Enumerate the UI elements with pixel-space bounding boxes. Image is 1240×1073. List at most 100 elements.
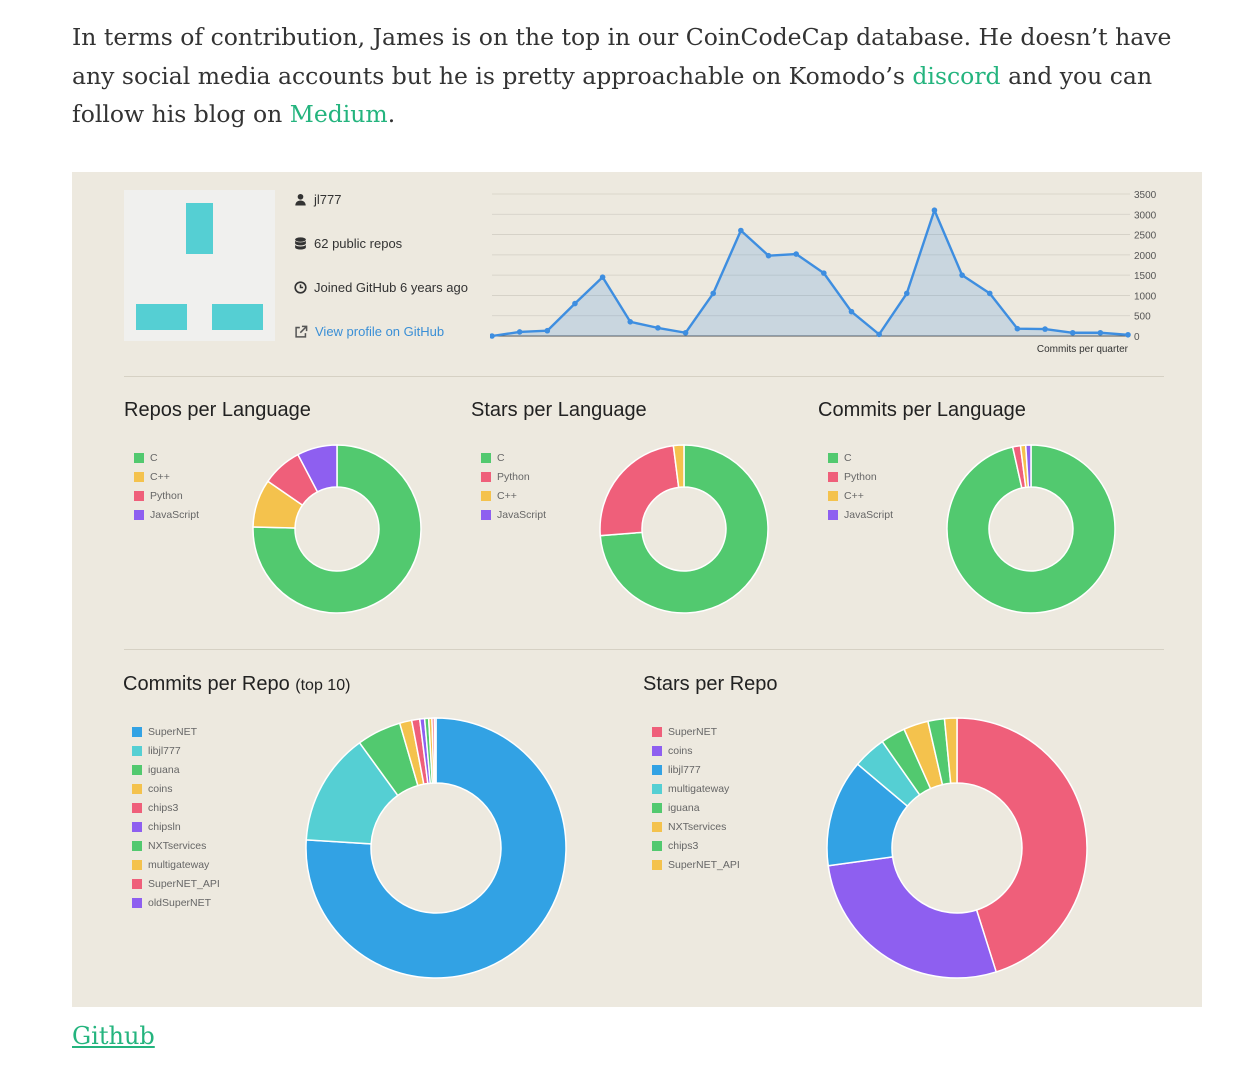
legend-item[interactable]: C++	[828, 486, 893, 505]
legend-swatch	[828, 471, 838, 482]
stars-per-language-donut	[599, 444, 769, 614]
legend-swatch	[132, 745, 142, 756]
legend-label: C	[497, 451, 505, 464]
commits-point	[738, 227, 744, 234]
commits-per-language-title: Commits per Language	[818, 399, 1026, 421]
legend-item[interactable]: JavaScript	[828, 505, 893, 524]
commits-point	[765, 252, 772, 259]
legend-item[interactable]: libjl777	[132, 741, 220, 760]
legend-item[interactable]: NXTservices	[132, 836, 220, 855]
legend-item[interactable]: SuperNET	[652, 722, 740, 741]
commits-per-repo-title-text: Commits per Repo	[123, 673, 290, 695]
legend-swatch	[481, 490, 491, 501]
legend-swatch	[652, 859, 662, 870]
legend-item[interactable]: JavaScript	[134, 505, 199, 524]
legend-label: chipsln	[148, 820, 181, 833]
legend-label: oldSuperNET	[148, 896, 212, 909]
legend-item[interactable]: Python	[828, 467, 893, 486]
legend-item[interactable]: C	[828, 448, 893, 467]
intro-paragraph: In terms of contribution, James is on th…	[72, 18, 1172, 134]
legend-item[interactable]: multigateway	[652, 779, 740, 798]
legend-item[interactable]: iguana	[132, 760, 220, 779]
medium-link[interactable]: Medium	[289, 100, 388, 128]
stars-per-repo-donut	[826, 717, 1088, 979]
discord-link[interactable]: discord	[912, 61, 1001, 90]
legend-item[interactable]: oldSuperNET	[132, 893, 220, 912]
legend-label: NXTservices	[668, 820, 727, 833]
external-link-icon	[295, 325, 308, 338]
legend-swatch	[132, 840, 142, 851]
legend-item[interactable]: iguana	[652, 798, 740, 817]
legend-item[interactable]: Python	[481, 467, 546, 486]
legend-label: coins	[668, 744, 693, 757]
legend-label: libjl777	[148, 744, 181, 757]
legend-label: JavaScript	[844, 508, 894, 521]
intro-text-3: .	[387, 100, 396, 128]
legend-label: chips3	[148, 801, 179, 814]
commits-point	[1069, 329, 1076, 336]
legend-swatch	[132, 764, 142, 775]
donut-slice-supernet-api	[943, 717, 958, 785]
view-profile-label: View profile on GitHub	[315, 324, 445, 339]
commits-per-language-donut	[946, 444, 1116, 614]
legend-swatch	[481, 452, 491, 463]
stars-per-repo-title: Stars per Repo	[643, 673, 778, 695]
section-divider	[124, 649, 1164, 650]
legend-label: C	[844, 451, 852, 464]
legend-item[interactable]: SuperNET_API	[132, 874, 220, 893]
donut-slice-c-	[672, 444, 685, 489]
y-tick-label: 2000	[1134, 251, 1157, 262]
legend-label: JavaScript	[497, 508, 547, 521]
github-caption-link[interactable]: Github	[72, 1022, 155, 1050]
view-profile-link[interactable]: View profile on GitHub	[294, 324, 444, 339]
identicon-block	[186, 203, 213, 254]
avatar	[124, 190, 275, 341]
commits-line	[491, 209, 1129, 338]
donut-slice-javascript	[1024, 444, 1032, 488]
legend-item[interactable]: coins	[132, 779, 220, 798]
legend-item[interactable]: SuperNET	[132, 722, 220, 741]
legend-item[interactable]: SuperNET_API	[652, 855, 740, 874]
legend-item[interactable]: coins	[652, 741, 740, 760]
legend-item[interactable]: Python	[134, 486, 199, 505]
commits-point	[986, 290, 993, 297]
commits-area	[492, 210, 1128, 336]
legend-item[interactable]: C++	[134, 467, 199, 486]
commits-point	[655, 325, 661, 331]
legend-item[interactable]: multigateway	[132, 855, 220, 874]
legend-item[interactable]: C	[134, 448, 199, 467]
legend-item[interactable]: chipsln	[132, 817, 220, 836]
legend-swatch	[134, 471, 144, 482]
commits-point	[516, 329, 523, 335]
commits-point	[1097, 329, 1104, 336]
legend-label: Python	[497, 470, 530, 483]
legend-item[interactable]: JavaScript	[481, 505, 546, 524]
commits-point	[793, 251, 799, 257]
legend-label: SuperNET_API	[668, 858, 740, 871]
commits-point	[490, 333, 495, 339]
legend-item[interactable]: chips3	[652, 836, 740, 855]
legend-swatch	[134, 452, 144, 463]
legend-item[interactable]: libjl777	[652, 760, 740, 779]
legend-label: iguana	[668, 801, 700, 814]
donut-slice-oldsupernet	[433, 717, 437, 784]
legend-label: C++	[497, 489, 517, 502]
legend-item[interactable]: NXTservices	[652, 817, 740, 836]
legend-label: Python	[150, 489, 183, 502]
commits-point	[1125, 331, 1131, 338]
legend-swatch	[132, 859, 142, 870]
legend-swatch	[828, 490, 838, 501]
legend-swatch	[134, 509, 144, 520]
donut-slice-coins	[827, 856, 998, 979]
legend-swatch	[652, 802, 662, 813]
legend-item[interactable]: chips3	[132, 798, 220, 817]
legend-swatch	[132, 897, 142, 908]
donut-slice-supernet	[956, 717, 1088, 973]
profile-username-row: jl777	[294, 192, 341, 207]
y-tick-label: 1500	[1134, 271, 1157, 282]
legend-item[interactable]: C	[481, 448, 546, 467]
legend-swatch	[652, 783, 662, 794]
legend-item[interactable]: C++	[481, 486, 546, 505]
legend-label: C++	[150, 470, 170, 483]
legend-label: multigateway	[148, 858, 210, 871]
